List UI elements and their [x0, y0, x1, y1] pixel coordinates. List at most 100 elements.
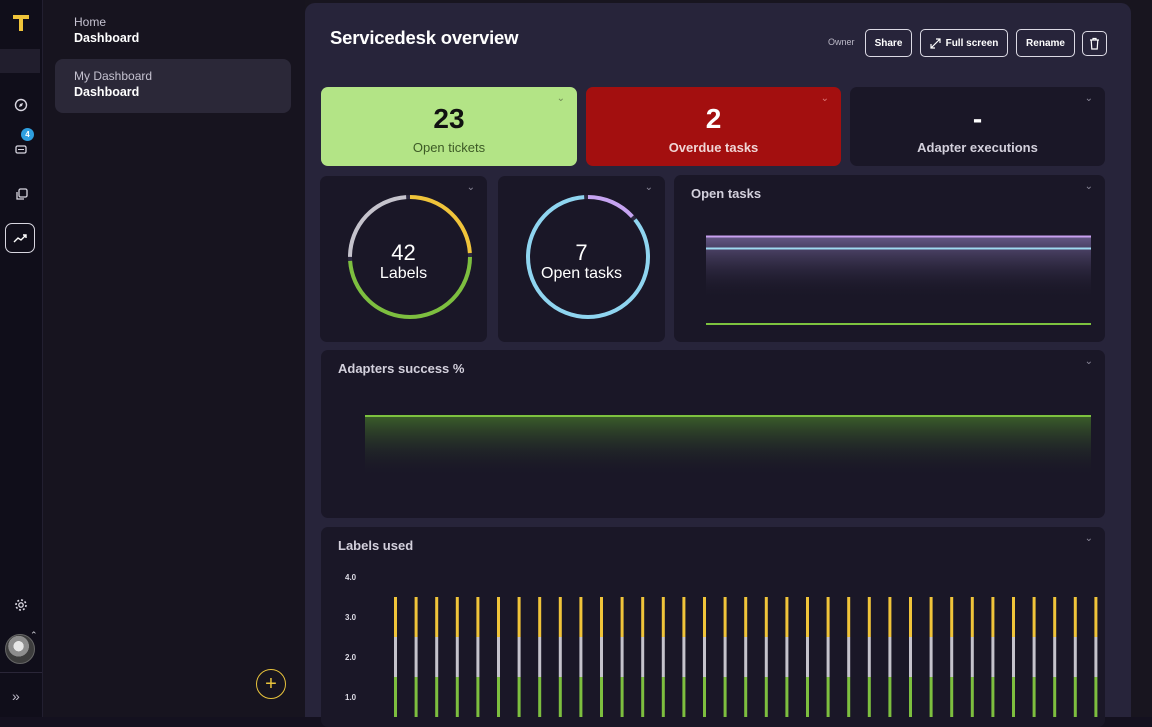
bar-segment — [476, 637, 480, 677]
bar-segment — [970, 677, 974, 717]
delete-button[interactable] — [1082, 31, 1107, 56]
kpi-value: - — [972, 103, 983, 134]
sidebar: Home Dashboard My Dashboard Dashboard — [43, 0, 305, 717]
bar-segment — [1032, 677, 1036, 717]
y-tick-label: 3.0 — [345, 613, 357, 622]
bar-segment — [1032, 637, 1036, 677]
bar-segment — [414, 677, 418, 717]
bar-segment — [723, 597, 727, 637]
bar-segment — [703, 677, 706, 717]
chart-title: Labels used — [338, 538, 414, 553]
chevron-down-icon[interactable]: ⌄ — [644, 182, 653, 193]
bar-segment — [1073, 637, 1077, 677]
bar-segment — [1053, 677, 1057, 717]
add-dashboard-button[interactable]: + — [256, 669, 286, 699]
bar-segment — [703, 637, 706, 677]
bar-segment — [826, 677, 830, 717]
bar-segment — [929, 597, 933, 637]
chevron-down-icon[interactable]: ⌄ — [1084, 181, 1093, 192]
bar-segment — [476, 597, 480, 637]
bar-segment — [867, 597, 871, 637]
fullscreen-label: Full screen — [945, 37, 999, 49]
trash-icon — [1090, 37, 1099, 50]
ring-card-labels[interactable]: ⌄ 42 Labels — [320, 176, 487, 342]
owner-label: Owner — [828, 37, 855, 47]
bar-segment — [785, 677, 789, 717]
kpi-value: 23 — [433, 103, 465, 134]
bar-segment — [641, 677, 645, 717]
bar-segment — [600, 677, 603, 717]
sidebar-item-my-dashboard[interactable]: My Dashboard Dashboard — [55, 59, 291, 113]
bar-segment — [867, 637, 871, 677]
bar-segment — [991, 637, 995, 677]
dashboard-panel: Servicedesk overview Owner Share Full sc… — [305, 3, 1131, 727]
bar-segment — [909, 677, 912, 717]
bar-segment — [1012, 597, 1015, 637]
bar-segment — [950, 677, 954, 717]
bar-segment — [806, 637, 809, 677]
bar-segment — [744, 637, 748, 677]
open-tasks-ring-chart — [526, 195, 650, 319]
chevron-up-icon[interactable]: ⌃ — [30, 630, 38, 640]
share-button[interactable]: Share — [865, 29, 912, 57]
kpi-label: Overdue tasks — [668, 140, 759, 155]
trend-icon[interactable] — [5, 223, 35, 253]
chevron-down-icon[interactable]: ⌄ — [1084, 533, 1093, 544]
bar-segment — [517, 597, 521, 637]
adapters-success-chart-card[interactable]: ⌄ Adapters success % — [321, 350, 1105, 518]
bar-segment — [641, 637, 645, 677]
bar-segment — [682, 597, 686, 637]
ring-card-open-tasks[interactable]: ⌄ 7 Open tasks — [498, 176, 665, 342]
area-fill — [365, 417, 1091, 477]
bar-segment — [497, 677, 500, 717]
bar-segment — [929, 637, 933, 677]
expand-icon[interactable]: » — [12, 688, 20, 704]
bar-segment — [888, 637, 892, 677]
bar-segment — [888, 677, 892, 717]
inbox-icon[interactable] — [12, 140, 30, 158]
ring-segment — [526, 195, 650, 319]
logo-icon[interactable] — [10, 12, 32, 34]
bar-segment — [929, 677, 933, 717]
expand-arrows-icon — [929, 37, 941, 49]
chevron-down-icon[interactable]: ⌄ — [1084, 356, 1093, 367]
bar-segment — [806, 677, 809, 717]
chevron-down-icon[interactable]: ⌄ — [820, 93, 829, 104]
bar-segment — [455, 637, 459, 677]
bar-segment — [764, 677, 768, 717]
compass-icon[interactable] — [12, 96, 30, 114]
sidebar-item-sublabel: Dashboard — [74, 31, 140, 45]
icon-rail: 4 ⌃ » — [0, 0, 43, 717]
fullscreen-button[interactable]: Full screen — [920, 29, 1008, 57]
kpi-card-open-tickets[interactable]: ⌄ 23 Open tickets — [321, 87, 577, 166]
copy-icon[interactable] — [12, 185, 30, 203]
ring-value: 42 — [391, 240, 416, 265]
bar-segment — [661, 597, 665, 637]
open-tasks-line-chart — [706, 235, 1091, 325]
bar-segment — [579, 597, 583, 637]
kpi-card-overdue-tasks[interactable]: ⌄ 2 Overdue tasks — [586, 87, 841, 166]
bar-segment — [497, 637, 500, 677]
bar-segment — [1012, 637, 1015, 677]
chevron-down-icon[interactable]: ⌄ — [556, 93, 565, 104]
chevron-down-icon[interactable]: ⌄ — [466, 182, 475, 193]
bar-segment — [806, 597, 809, 637]
bar-segment — [661, 637, 665, 677]
bar-segment — [1032, 597, 1036, 637]
bar-segment — [847, 677, 851, 717]
chevron-down-icon[interactable]: ⌄ — [1084, 93, 1093, 104]
labels-used-chart-card[interactable]: ⌄ Labels used 4.0 3.0 2.0 1.0 — [321, 527, 1105, 727]
sidebar-item-label: My Dashboard — [74, 69, 153, 83]
kpi-card-adapter-executions[interactable]: ⌄ - Adapter executions — [850, 87, 1105, 166]
sidebar-item-home-dashboard[interactable]: Home Dashboard — [55, 5, 291, 59]
bar-segment — [867, 677, 871, 717]
rename-button[interactable]: Rename — [1016, 29, 1075, 57]
bar-segment — [950, 597, 954, 637]
bar-segment — [414, 637, 418, 677]
avatar[interactable] — [5, 634, 35, 664]
gear-icon[interactable] — [12, 596, 30, 614]
ring-segment — [526, 195, 650, 319]
bar-segment — [435, 637, 439, 677]
open-tasks-chart-card[interactable]: ⌄ Open tasks — [674, 175, 1105, 342]
bar-segment — [826, 597, 830, 637]
